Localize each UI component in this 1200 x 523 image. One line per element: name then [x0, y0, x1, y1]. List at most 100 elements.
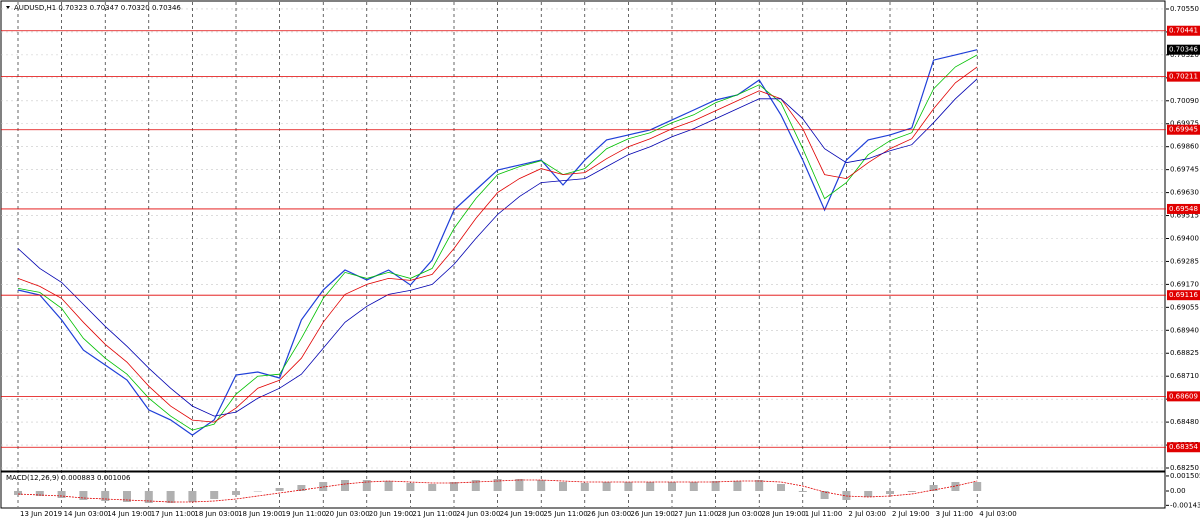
macd-bar — [188, 491, 197, 502]
x-tick-label: 24 Jun 19:00 — [500, 510, 544, 518]
x-tick-label: 19 Jun 11:00 — [282, 510, 326, 518]
menu-arrow[interactable] — [6, 6, 10, 9]
y-tick-label: 0.69170 — [1170, 280, 1199, 288]
macd-bar — [689, 482, 698, 491]
x-tick-label: 20 Jun 19:00 — [369, 510, 413, 518]
macd-bar — [35, 491, 44, 496]
macd-bar — [450, 482, 458, 491]
y-tick-label: 0.69860 — [1170, 143, 1199, 151]
y-tick-label: 0.68825 — [1170, 349, 1199, 357]
level-label: 0.68609 — [1169, 392, 1198, 400]
macd-bar — [428, 484, 437, 491]
level-badge — [1167, 442, 1200, 453]
x-tick-label: 24 Jun 03:00 — [456, 510, 500, 518]
macd-bar — [471, 480, 480, 491]
x-tick-label: 25 Jun 11:00 — [543, 510, 587, 518]
macd-bar — [537, 480, 546, 491]
y-tick-label: 0.69055 — [1170, 303, 1199, 311]
level-label: 0.70441 — [1169, 27, 1198, 35]
series-line — [17, 54, 978, 431]
macd-bar — [907, 491, 916, 492]
macd-bar — [668, 482, 676, 491]
macd-pane — [0, 471, 1166, 509]
x-tick-label: 17 Jun 11:00 — [151, 510, 195, 518]
macd-bar — [57, 491, 66, 498]
macd-bar — [297, 485, 306, 491]
main-pane — [0, 0, 1166, 472]
macd-bar — [559, 482, 567, 491]
series-line — [17, 49, 978, 436]
macd-bar — [493, 479, 502, 491]
macd-bar — [777, 484, 785, 491]
macd-bar — [123, 491, 131, 502]
macd-bar — [755, 480, 764, 491]
macd-bar — [798, 491, 807, 492]
y-tick-label: 0.69630 — [1170, 189, 1199, 197]
level-badge — [1167, 290, 1200, 301]
macd-y-tick-label: -0.001434 — [1170, 501, 1200, 509]
x-tick-label: 13 Jun 2019 — [20, 510, 62, 518]
x-tick-label: 26 Jun 19:00 — [630, 510, 674, 518]
y-tick-label: 0.69400 — [1170, 234, 1199, 242]
level-badge — [1167, 203, 1200, 214]
macd-bar — [580, 483, 589, 491]
macd-bar — [973, 482, 982, 491]
macd-bar — [101, 491, 110, 501]
macd-bar — [951, 482, 960, 491]
x-tick-label: 18 Jun 19:00 — [238, 510, 282, 518]
x-tick-label: 14 Jun 03:00 — [64, 510, 108, 518]
macd-bar — [79, 491, 88, 500]
macd-bar — [253, 491, 262, 492]
y-tick-label: 0.69745 — [1170, 166, 1199, 174]
macd-bar — [711, 481, 720, 491]
level-badge — [1167, 71, 1200, 82]
macd-y-tick-label: 0.00 — [1170, 487, 1186, 495]
x-tick-label: 20 Jun 03:00 — [325, 510, 369, 518]
y-tick-label: 0.68250 — [1170, 464, 1199, 472]
level-label: 0.69945 — [1169, 126, 1198, 134]
y-tick-label: 0.69515 — [1170, 212, 1199, 220]
y-tick-label: 0.68710 — [1170, 372, 1199, 380]
macd-bar — [820, 491, 829, 499]
y-tick-label: 0.68940 — [1170, 326, 1199, 334]
x-tick-label: 3 Jul 11:00 — [936, 510, 974, 518]
x-tick-label: 18 Jun 03:00 — [194, 510, 238, 518]
macd-bar — [602, 482, 611, 491]
macd-bar — [886, 491, 894, 494]
x-tick-label: 28 Jun 19:00 — [761, 510, 805, 518]
macd-bar — [864, 491, 873, 497]
x-tick-label: 27 Jun 11:00 — [674, 510, 718, 518]
macd-signal — [17, 479, 978, 503]
y-tick-label: 0.70090 — [1170, 97, 1199, 105]
x-tick-label: 2 Jul 03:00 — [848, 510, 886, 518]
macd-bar — [624, 482, 633, 491]
macd-bar — [232, 491, 240, 495]
level-badge — [1167, 25, 1200, 36]
y-tick-label: 0.70320 — [1170, 51, 1199, 59]
y-tick-label: 0.69975 — [1170, 120, 1199, 128]
price-badge — [1167, 44, 1200, 55]
x-tick-label: 26 Jun 03:00 — [587, 510, 631, 518]
y-tick-label: 0.70550 — [1170, 5, 1199, 13]
macd-bar — [384, 481, 393, 491]
macd-bar — [144, 491, 153, 503]
macd-bar — [929, 485, 938, 491]
series-line — [17, 66, 978, 423]
macd-bar — [319, 482, 328, 491]
macd-title: MACD(12,26,9) 0.000883 0.001006 — [6, 474, 131, 482]
level-label: 0.70211 — [1169, 73, 1198, 81]
level-label: 0.69116 — [1169, 291, 1198, 299]
macd-bar — [14, 491, 22, 495]
macd-bar — [406, 483, 415, 491]
x-tick-label: 28 Jun 03:00 — [718, 510, 762, 518]
chart-title: AUDUSD,H1 0.70323 0.70347 0.70320 0.7034… — [14, 4, 181, 12]
macd-bar — [362, 480, 371, 491]
macd-bar — [515, 479, 524, 491]
x-tick-label: 4 Jul 03:00 — [979, 510, 1017, 518]
level-label: 0.68354 — [1169, 443, 1198, 451]
macd-bar — [210, 491, 219, 499]
price-label: 0.70346 — [1169, 46, 1198, 54]
x-tick-label: 2 Jul 19:00 — [892, 510, 930, 518]
macd-bar — [341, 480, 349, 491]
